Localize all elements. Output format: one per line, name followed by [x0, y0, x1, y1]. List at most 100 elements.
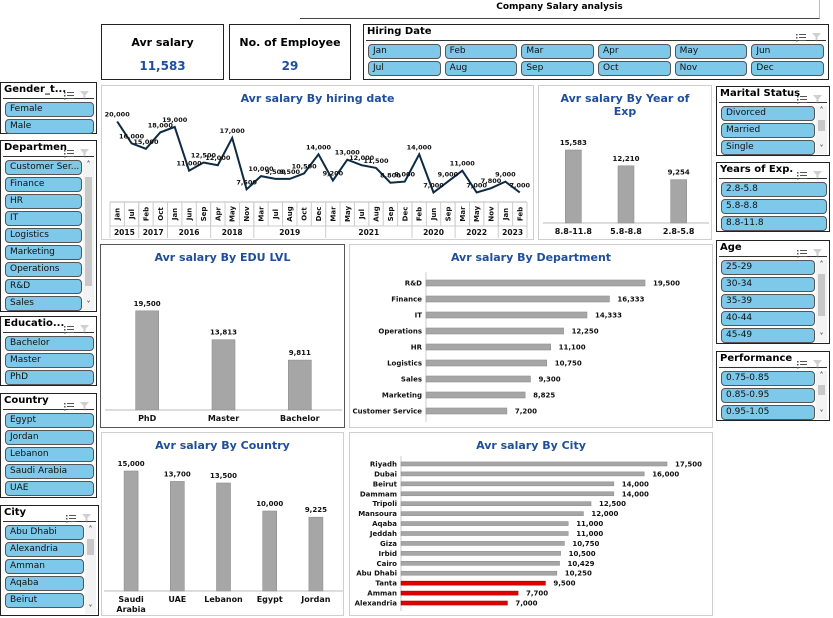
data-label: 9,500: [553, 580, 575, 588]
slicer-item-male[interactable]: Male: [5, 119, 94, 134]
multi-select-icon[interactable]: [797, 89, 807, 104]
slicer-item-0-85-0-95[interactable]: 0.85-0.95: [721, 388, 815, 403]
slicer-item-25-29[interactable]: 25-29: [721, 260, 815, 275]
slicer-item-5-8-8-8[interactable]: 5.8-8.8: [721, 199, 827, 214]
slicer-item-abu-dhabi[interactable]: Abu Dhabi: [5, 525, 84, 540]
slicer-item-45-49[interactable]: 45-49: [721, 328, 815, 343]
scroll-up-icon[interactable]: ˄: [819, 260, 824, 269]
slicer-item-2-8-5-8[interactable]: 2.8-5.8: [721, 182, 827, 197]
slicer-item-30-34[interactable]: 30-34: [721, 277, 815, 292]
slicer-item-uae[interactable]: UAE: [5, 481, 94, 496]
slicer-item-jun[interactable]: Jun: [751, 44, 824, 59]
clear-filter-icon[interactable]: [813, 165, 823, 180]
scroll-thumb[interactable]: [818, 384, 825, 395]
scroll-up-icon[interactable]: ˄: [86, 160, 91, 169]
slicer-item-operations[interactable]: Operations: [5, 262, 82, 277]
slicer-item-finance[interactable]: Finance: [5, 177, 82, 192]
slicer-item-it[interactable]: IT: [5, 211, 82, 226]
slicer-item-jan[interactable]: Jan: [368, 44, 441, 59]
multi-select-icon[interactable]: [66, 508, 76, 523]
slicer-item-feb[interactable]: Feb: [444, 44, 518, 59]
clear-filter-icon[interactable]: [813, 89, 823, 104]
multi-select-icon[interactable]: [64, 85, 74, 100]
multi-select-icon[interactable]: [797, 354, 807, 369]
slicer-item-mar[interactable]: Mar: [521, 44, 594, 59]
slicer-item-sales[interactable]: Sales: [5, 296, 82, 311]
slicer-item-marketing[interactable]: Marketing: [5, 245, 82, 260]
scroll-thumb[interactable]: [818, 274, 825, 316]
slicer-item-8-8-11-8[interactable]: 8.8-11.8: [721, 216, 827, 231]
multi-select-icon[interactable]: [796, 27, 806, 42]
slicer-header: Marital Status: [719, 87, 827, 104]
slicer-item-alexandria[interactable]: Alexandria: [5, 542, 84, 557]
slicer-item-0-75-0-85[interactable]: 0.75-0.85: [721, 371, 815, 386]
slicer-item-master[interactable]: Master: [5, 353, 94, 368]
multi-select-icon[interactable]: [64, 319, 74, 334]
clear-filter-icon[interactable]: [813, 354, 823, 369]
scroll-thumb[interactable]: [87, 539, 94, 555]
slicer-item-may[interactable]: May: [674, 44, 748, 59]
multi-select-icon[interactable]: [64, 396, 74, 411]
slicer-scrollbar[interactable]: ˄ ˅: [83, 160, 94, 310]
scroll-up-icon[interactable]: ˄: [819, 371, 824, 380]
data-label: 19,500: [653, 280, 680, 288]
clear-filter-icon[interactable]: [80, 319, 90, 334]
slicer-item-dec[interactable]: Dec: [751, 61, 824, 76]
slicer-item-single[interactable]: Single: [721, 140, 815, 155]
slicer-item-aug[interactable]: Aug: [444, 61, 518, 76]
kpi-avg-salary-label: Avr salary: [131, 36, 194, 49]
slicer-item-saudi-arabia[interactable]: Saudi Arabia: [5, 464, 94, 479]
scroll-down-icon[interactable]: ˅: [86, 300, 91, 309]
slicer-item-customer-ser-[interactable]: Customer Ser...: [5, 160, 82, 175]
scroll-up-icon[interactable]: ˄: [819, 106, 824, 115]
scroll-up-icon[interactable]: ˄: [88, 525, 93, 534]
slicer-item-egypt[interactable]: Egypt: [5, 413, 94, 428]
scroll-thumb[interactable]: [818, 119, 825, 132]
slicer-scrollbar[interactable]: ˄ ˅: [816, 106, 827, 154]
slicer-item-married[interactable]: Married: [721, 123, 815, 138]
multi-select-icon[interactable]: [797, 165, 807, 180]
slicer-item-sep[interactable]: Sep: [521, 61, 594, 76]
slicer-item-apr[interactable]: Apr: [598, 44, 671, 59]
slicer-scrollbar[interactable]: ˄ ˅: [816, 260, 827, 342]
slicer-marital: Marital Status Divorced Married Single ˄ ˅: [716, 86, 830, 156]
slicer-item-phd[interactable]: PhD: [5, 370, 94, 385]
slicer-item-lebanon[interactable]: Lebanon: [5, 447, 94, 462]
slicer-item-bachelor[interactable]: Bachelor: [5, 336, 94, 351]
slicer-item-hr[interactable]: HR: [5, 194, 82, 209]
x-tick-label: Sep: [444, 207, 452, 222]
scroll-down-icon[interactable]: ˅: [88, 604, 93, 613]
scroll-down-icon[interactable]: ˅: [819, 409, 824, 418]
slicer-item-beirut[interactable]: Beirut: [5, 593, 84, 608]
clear-filter-icon[interactable]: [812, 27, 822, 42]
scroll-down-icon[interactable]: ˅: [819, 332, 824, 341]
data-label: 9,500: [279, 168, 300, 176]
clear-filter-icon[interactable]: [80, 396, 90, 411]
slicer-item-jordan[interactable]: Jordan: [5, 430, 94, 445]
bar: [400, 471, 645, 477]
slicer-item-0-95-1-05[interactable]: 0.95-1.05: [721, 405, 815, 420]
clear-filter-icon[interactable]: [82, 508, 92, 523]
clear-filter-icon[interactable]: [813, 243, 823, 258]
slicer-item-40-44[interactable]: 40-44: [721, 311, 815, 326]
slicer-scrollbar[interactable]: ˄ ˅: [816, 371, 827, 419]
slicer-item-oct[interactable]: Oct: [598, 61, 671, 76]
slicer-scrollbar[interactable]: ˄ ˅: [85, 525, 96, 614]
slicer-item-jul[interactable]: Jul: [368, 61, 441, 76]
x-tick-label: Bachelor: [280, 414, 320, 423]
slicer-item-nov[interactable]: Nov: [674, 61, 748, 76]
multi-select-icon[interactable]: [797, 243, 807, 258]
slicer-item-logistics[interactable]: Logistics: [5, 228, 82, 243]
slicer-item-aqaba[interactable]: Aqaba: [5, 576, 84, 591]
scroll-thumb[interactable]: [85, 177, 92, 287]
scroll-down-icon[interactable]: ˅: [819, 144, 824, 153]
clear-filter-icon[interactable]: [80, 85, 90, 100]
slicer-item-amman[interactable]: Amman: [5, 559, 84, 574]
clear-filter-icon[interactable]: [80, 143, 90, 158]
y-tick-label: Dubai: [374, 470, 397, 478]
slicer-item-35-39[interactable]: 35-39: [721, 294, 815, 309]
slicer-item-divorced[interactable]: Divorced: [721, 106, 815, 121]
slicer-item-female[interactable]: Female: [5, 102, 94, 117]
multi-select-icon[interactable]: [64, 143, 74, 158]
slicer-item-r-d[interactable]: R&D: [5, 279, 82, 294]
